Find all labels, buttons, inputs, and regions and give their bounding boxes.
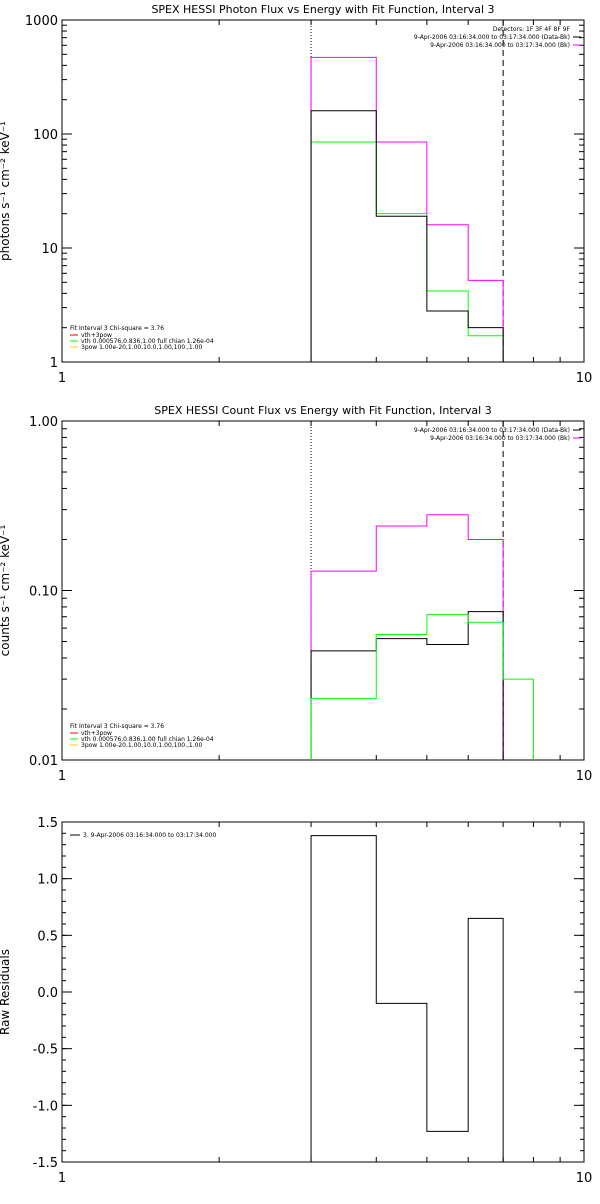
y-tick-label: 1.0	[37, 873, 58, 888]
legend-entry: 9-Apr-2006 03:16:34.000 to 03:17:34.000 …	[430, 435, 570, 442]
y-tick-label: 0.5	[37, 929, 58, 944]
x-tick-label: 10	[576, 1171, 593, 1186]
y-tick-label: 1.00	[29, 415, 58, 430]
x-tick-label: 1	[58, 769, 66, 784]
fit-legend-entry: vth+3pow	[81, 332, 112, 339]
fit-legend-entry: vth 0.000576,0.836,1.00 full chian 1.26e…	[81, 736, 214, 743]
legend-entry: Detectors: 1F 3F 4F 8F 9F	[493, 26, 571, 33]
x-tick-label: 10	[576, 371, 593, 386]
fit-legend-entry: 3pow 1.00e-20,1.00,10.0,1.00,100.,1.00	[81, 742, 202, 749]
y-axis-label: Raw Residuals	[0, 949, 12, 1035]
y-tick-label: 0.01	[29, 754, 58, 769]
series-black-line	[310, 110, 504, 362]
y-tick-label: 10	[41, 242, 58, 257]
legend-entry: 9-Apr-2006 03:16:34.000 to 03:17:34.000 …	[414, 34, 570, 41]
y-tick-label: 1	[50, 356, 58, 371]
series-bk-line	[310, 514, 504, 760]
x-tick-label: 10	[576, 769, 593, 784]
y-tick-label: -1.5	[33, 1156, 58, 1171]
series-total-line	[310, 56, 504, 362]
y-tick-label: 0.0	[37, 986, 58, 1001]
x-tick-label: 1	[58, 371, 66, 386]
series-vth-line	[310, 141, 504, 362]
photon-flux-panel: SPEX HESSI Photon Flux vs Energy with Fi…	[0, 3, 592, 386]
series-model-line	[310, 614, 534, 760]
legend-entry: 9-Apr-2006 03:16:34.000 to 03:17:34.000 …	[430, 42, 570, 49]
y-tick-label: 1000	[25, 14, 58, 29]
plot-frame	[61, 420, 585, 761]
legend-entry: 9-Apr-2006 03:16:34.000 to 03:17:34.000 …	[414, 427, 570, 434]
x-tick-label: 1	[58, 1171, 66, 1186]
fit-legend-entry: vth 0.000576,0.836,1.00 full chian 1.26e…	[81, 338, 214, 345]
y-axis-label: photons s⁻¹ cm⁻² keV⁻¹	[0, 121, 12, 261]
fit-legend-entry: 3pow 1.00e-20,1.00,10.0,1.00,100.,1.00	[81, 344, 202, 351]
chart-title: SPEX HESSI Count Flux vs Energy with Fit…	[154, 404, 491, 417]
chart-title: SPEX HESSI Photon Flux vs Energy with Fi…	[151, 3, 494, 16]
series-data_bk-line	[310, 611, 504, 760]
residuals-panel: Raw Residuals 1 10 -1.5 -1.0 -0.5 0.0 0.5 1.0 1.5…	[0, 816, 592, 1186]
y-tick-label: -1.0	[33, 1099, 58, 1114]
plot-frame	[61, 821, 585, 1163]
count-flux-panel: SPEX HESSI Count Flux vs Energy with Fit…	[0, 404, 592, 784]
y-tick-label: 1.5	[37, 816, 58, 831]
series-residuals-line	[310, 835, 504, 1162]
y-tick-label: -0.5	[33, 1043, 58, 1058]
legend-entry: 3. 9-Apr-2006 03:16:34.000 to 03:17:34.0…	[83, 832, 216, 839]
fit-legend-entry: vth+3pow	[81, 730, 112, 737]
plot-frame	[61, 19, 585, 363]
y-tick-label: 0.10	[29, 585, 58, 600]
fit-legend-header: Fit Interval 3 Chi-square = 3.76	[70, 325, 164, 332]
y-axis-label: counts s⁻¹ cm⁻² keV⁻¹	[0, 524, 12, 656]
fit-legend-header: Fit Interval 3 Chi-square = 3.76	[70, 723, 164, 730]
y-tick-label: 100	[33, 128, 58, 143]
